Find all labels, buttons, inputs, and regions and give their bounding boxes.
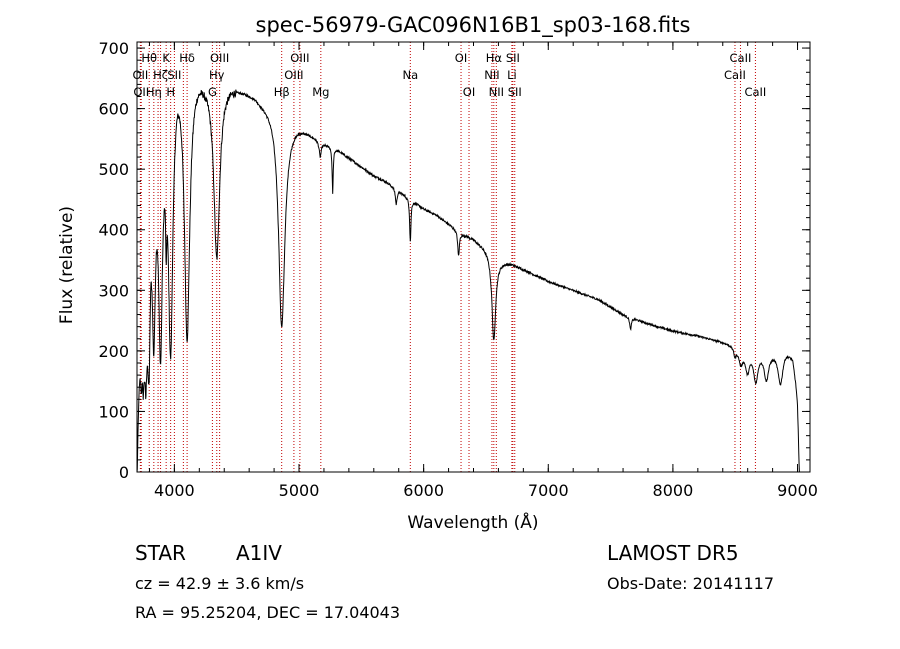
x-tick-label: 9000 (777, 481, 818, 500)
y-tick-label: 100 (98, 402, 129, 421)
redshift-velocity: cz = 42.9 ± 3.6 km/s (135, 574, 304, 593)
line-marker-label: NII (484, 68, 499, 82)
line-marker-label: OI (455, 51, 467, 65)
chart-title: spec-56979-GAC096N16B1_sp03-168.fits (256, 13, 691, 38)
line-marker-label: H (166, 85, 175, 99)
line-marker-label: Mg (312, 85, 329, 99)
y-tick-label: 700 (98, 39, 129, 58)
y-tick-label: 200 (98, 342, 129, 361)
line-marker-label: Na (402, 68, 418, 82)
object-subclass: A1IV (236, 541, 282, 565)
line-marker-label: SII (508, 85, 522, 99)
line-marker-label: CaII (724, 68, 746, 82)
line-marker-label: Li (507, 68, 517, 82)
line-marker-label: NII (489, 85, 504, 99)
line-marker-label: OI (463, 85, 475, 99)
line-marker-label: CaII (744, 85, 766, 99)
line-marker-label: K (162, 51, 170, 65)
sky-coordinates: RA = 95.25204, DEC = 17.04043 (135, 603, 400, 622)
line-marker-label: Hζ (153, 68, 168, 82)
line-marker-label: Hθ (141, 51, 157, 65)
line-marker-labels: OIIOIIHθHηHζKHSIIHδGHγOIIIHβOIIIOIIIMgNa… (132, 51, 766, 99)
line-marker-label: OIII (290, 51, 309, 65)
line-marker-label: SII (506, 51, 520, 65)
line-marker-label: Hδ (179, 51, 195, 65)
line-marker-label: CaII (730, 51, 752, 65)
survey-name: LAMOST DR5 (607, 541, 739, 565)
object-class: STAR (135, 541, 186, 565)
line-marker-label: Hβ (274, 85, 290, 99)
line-marker-label: Hγ (209, 68, 225, 82)
x-tick-label: 8000 (653, 481, 694, 500)
y-tick-label: 400 (98, 221, 129, 240)
y-axis-ticks: 0 100 200 300 400 500 600 700 (98, 39, 810, 482)
line-marker-label: Hα (486, 51, 503, 65)
x-tick-label: 5000 (279, 481, 320, 500)
x-axis-label: Wavelength (Å) (407, 511, 538, 533)
observation-date: Obs-Date: 20141117 (607, 574, 774, 593)
spectrum-line (136, 89, 800, 473)
line-marker-label: OII (132, 68, 148, 82)
y-tick-label: 600 (98, 100, 129, 119)
y-tick-label: 0 (119, 463, 129, 482)
line-markers (139, 42, 756, 472)
plot-frame (136, 41, 811, 473)
y-tick-label: 300 (98, 281, 129, 300)
y-axis-label: Flux (relative) (57, 206, 77, 324)
line-marker-label: OIII (284, 68, 303, 82)
line-marker-label: Hη (146, 85, 162, 99)
x-tick-label: 7000 (528, 481, 569, 500)
x-tick-label: 6000 (403, 481, 444, 500)
line-marker-label: OIII (210, 51, 229, 65)
line-marker-label: G (208, 85, 217, 99)
x-axis-ticks: 4000 5000 6000 7000 8000 9000 (148, 42, 818, 500)
y-tick-label: 500 (98, 160, 129, 179)
x-tick-label: 4000 (154, 481, 195, 500)
line-marker-label: SII (167, 68, 181, 82)
